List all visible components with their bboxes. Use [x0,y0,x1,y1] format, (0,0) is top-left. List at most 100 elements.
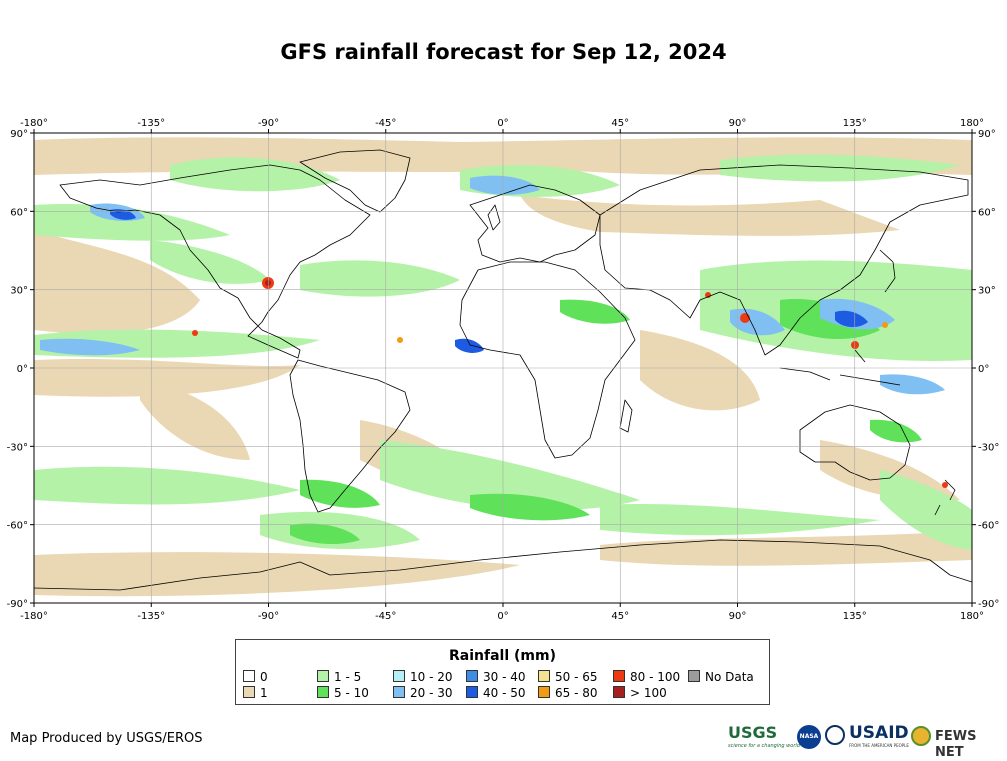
antarctica-outline [34,539,972,591]
partner-logos: USGS science for a changing world NASA U… [728,723,1000,760]
legend-label: 50 - 65 [555,670,598,684]
usgs-logo: USGS science for a changing world [728,723,800,753]
lat-label-left: 30° [10,286,28,297]
usgs-tagline: science for a changing world [728,743,800,749]
usaid-seal-icon [825,725,845,745]
legend-item: 5 - 10 [317,686,369,700]
north-america-outline [59,164,371,359]
legend-label: 80 - 100 [630,670,681,684]
legend-item: No Data [688,670,754,684]
japan-outline [879,249,896,293]
lon-label-top: 0° [497,118,508,129]
legend-item: 80 - 100 [613,670,680,684]
legend-label: 10 - 20 [410,670,453,684]
lon-label-bottom: -135° [137,611,165,622]
legend-label: 5 - 10 [334,686,369,700]
lon-label-bottom: -45° [375,611,396,622]
lat-labels-left: 90° 60° 30° 0° -30° -60° -90° [7,129,28,610]
asia-outline [599,164,969,356]
map-title: GFS rainfall forecast for Sep 12, 2024 [280,40,727,64]
lon-label-top: -90° [258,118,279,129]
legend-label: No Data [705,670,754,684]
legend-swatch [317,686,329,698]
map-credit: Map Produced by USGS/EROS [10,731,203,746]
lon-label-top: -45° [375,118,396,129]
greenland-outline [299,149,411,213]
south-america-outline [289,359,411,513]
tick-marks [30,129,976,607]
lon-label-bottom: -180° [20,611,48,622]
lat-label-right: 60° [978,207,996,218]
europe-outline [469,184,601,263]
legend-swatch [613,670,625,682]
legend-swatch [538,670,550,682]
nasa-logo: NASA [797,725,821,749]
legend-swatch [688,670,700,682]
usaid-logo-text: USAID [849,723,909,743]
legend-swatch [613,686,625,698]
fews-globe-icon [911,726,931,746]
lon-label-top: 45° [611,118,629,129]
lon-label-top: -135° [137,118,165,129]
lat-label-right: 30° [978,286,996,297]
lat-label-right: 0° [978,364,989,375]
lat-labels-right: 90° 60° 30° 0° -30° -60° -90° [978,129,999,610]
lat-label-right: -30° [978,442,999,453]
lat-label-left: -60° [7,521,28,532]
graticule [34,133,972,603]
lon-label-bottom: 180° [960,611,984,622]
legend-label: 0 [260,670,268,684]
legend-swatch [243,670,255,682]
rain-band-40-50mm [110,209,868,353]
lon-label-top: 180° [960,118,984,129]
legend-item: 20 - 30 [393,686,453,700]
lat-label-left: 60° [10,207,28,218]
usgs-logo-text: USGS [728,723,778,742]
lon-label-bottom: 45° [611,611,629,622]
legend-swatch [466,686,478,698]
lon-label-bottom: 0° [497,611,508,622]
legend-item: 10 - 20 [393,670,453,684]
lon-labels-bottom: -180° -135° -90° -45° 0° 45° 90° 135° 18… [20,611,984,622]
lat-label-right: -90° [978,599,999,610]
legend-label: 1 [260,686,268,700]
lon-label-top: 135° [843,118,867,129]
legend-label: 1 - 5 [334,670,362,684]
usaid-tagline: FROM THE AMERICAN PEOPLE [849,743,909,748]
legend-item: 65 - 80 [538,686,598,700]
lon-label-bottom: -90° [258,611,279,622]
new-zealand-outline [934,479,956,516]
lon-label-bottom: 90° [729,611,747,622]
rainfall-map: -180° -135° -90° -45° 0° 45° 90° 135° 18… [7,118,1000,622]
legend-item: 1 [243,686,268,700]
uk-outline [487,204,501,231]
legend-swatch [317,670,329,682]
legend-label: > 100 [630,686,667,700]
lon-label-bottom: 135° [843,611,867,622]
legend: Rainfall (mm) 0 1 1 - 5 5 - 10 10 - 20 2… [235,639,770,705]
lat-label-right: 90° [978,129,996,140]
legend-label: 65 - 80 [555,686,598,700]
legend-item: 1 - 5 [317,670,361,684]
legend-swatch [466,670,478,682]
lon-labels-top: -180° -135° -90° -45° 0° 45° 90° 135° 18… [20,118,984,129]
lat-label-left: 0° [17,364,28,375]
legend-item: 30 - 40 [466,670,526,684]
legend-swatch [243,686,255,698]
legend-item: 0 [243,670,268,684]
legend-label: 20 - 30 [410,686,453,700]
legend-item: 40 - 50 [466,686,526,700]
lat-label-right: -60° [978,521,999,532]
legend-label: 40 - 50 [483,686,526,700]
legend-item: > 100 [613,686,667,700]
lat-label-left: -90° [7,599,28,610]
fews-net-logo: FEWS NET [935,729,977,760]
legend-swatch [538,686,550,698]
lat-label-left: -30° [7,442,28,453]
usaid-logo: USAID FROM THE AMERICAN PEOPLE [849,723,909,753]
indonesia-outline [779,349,901,386]
madagascar-outline [619,399,633,433]
legend-title: Rainfall (mm) [449,648,556,664]
legend-swatch [393,686,405,698]
lon-label-top: 90° [729,118,747,129]
